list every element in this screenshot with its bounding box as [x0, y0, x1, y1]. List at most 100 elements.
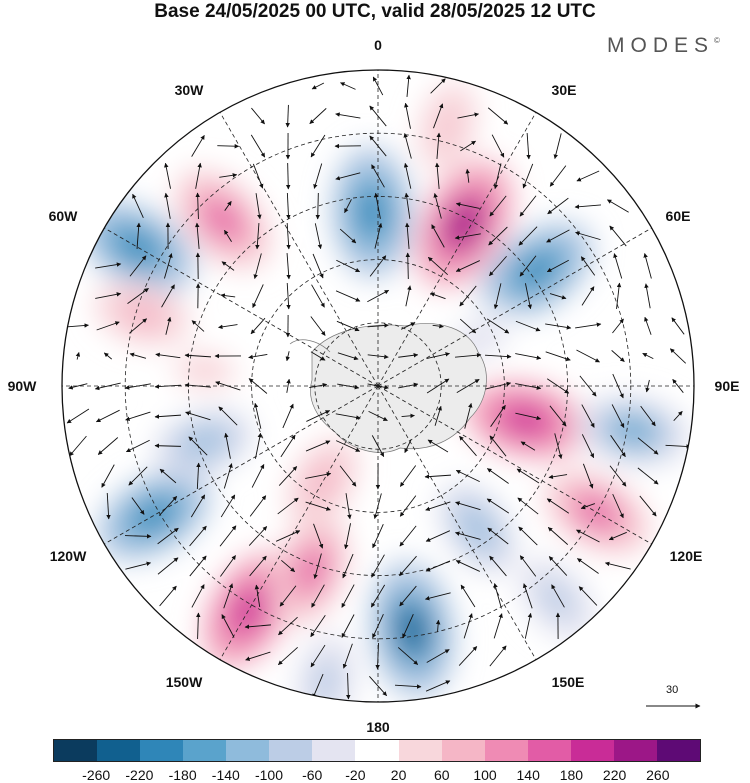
- wind-vector: [490, 404, 506, 427]
- wind-vector: [405, 222, 410, 249]
- wind-vector: [188, 436, 208, 456]
- colorbar-tick-label: 60: [434, 767, 450, 783]
- wind-vector: [645, 379, 650, 393]
- anomaly-blob: [546, 587, 568, 611]
- wind-vector: [128, 466, 148, 486]
- wind-vector: [524, 612, 533, 639]
- wind-vector: [337, 352, 359, 361]
- wind-vector: [581, 434, 595, 459]
- wind-vector: [487, 468, 509, 484]
- wind-vector: [372, 76, 384, 96]
- wind-vector: [397, 647, 419, 665]
- wind-vector: [611, 404, 625, 428]
- anomaly-blob: [450, 206, 479, 243]
- lon-label-0: 0: [374, 37, 382, 53]
- wind-vector: [554, 433, 563, 460]
- wind-vector: [335, 440, 361, 452]
- wind-vector: [403, 133, 412, 159]
- wind-vector: [460, 584, 476, 608]
- wind-vector: [367, 289, 390, 303]
- wind-vector: [405, 285, 412, 307]
- wind-vector: [455, 260, 480, 272]
- wind-vector: [305, 501, 331, 511]
- wind-vector: [191, 320, 205, 332]
- wind-vector: [519, 195, 537, 217]
- wind-vector: [67, 323, 89, 328]
- wind-vector: [335, 413, 361, 420]
- lon-label-150w: 150W: [165, 674, 203, 690]
- wind-vector: [574, 204, 601, 209]
- wind-vector: [579, 375, 597, 397]
- colorbar-tick-label: 140: [516, 767, 540, 783]
- meridian-line: [104, 385, 379, 545]
- wind-vector: [518, 226, 538, 246]
- wind-vector: [455, 531, 481, 540]
- wind-vector: [489, 195, 507, 217]
- colorbar-swatch: [656, 740, 700, 761]
- wind-vector: [546, 378, 570, 394]
- wind-vector: [221, 261, 235, 271]
- colorbar-tick-label: 220: [602, 767, 627, 783]
- wind-vector: [305, 472, 332, 479]
- colorbar-tick-label: -220: [125, 767, 154, 783]
- wind-vector: [220, 293, 236, 298]
- wind-vector: [612, 493, 624, 519]
- wind-vector: [455, 560, 481, 572]
- wind-vector: [637, 467, 659, 485]
- wind-vector: [519, 255, 537, 277]
- wind-vector: [75, 351, 81, 360]
- wind-vector: [340, 82, 356, 90]
- wind-vector: [195, 162, 202, 189]
- wind-vector: [518, 526, 538, 546]
- wind-vector: [404, 192, 411, 219]
- modes-logo: MODES©: [607, 34, 720, 58]
- colorbar-tick-label: 180: [559, 767, 584, 783]
- lon-label-120e: 120E: [669, 548, 703, 564]
- wind-vector: [398, 353, 419, 358]
- wind-vector: [399, 555, 417, 577]
- wind-vector: [195, 192, 200, 220]
- wind-vector: [278, 616, 298, 636]
- wind-vector: [95, 262, 122, 269]
- wind-vector: [515, 412, 542, 421]
- wind-vector: [131, 497, 145, 515]
- wind-vector: [399, 525, 417, 547]
- wind-vector: [372, 523, 384, 549]
- lon-label-60w: 60W: [48, 208, 78, 224]
- colorbar-tick-label: 100: [473, 767, 497, 783]
- lon-label-30w: 30W: [174, 82, 204, 98]
- wind-vector: [575, 231, 601, 241]
- wind-vector: [245, 651, 271, 661]
- wind-vector: [125, 439, 150, 453]
- wind-vector: [305, 440, 331, 452]
- wind-vector: [345, 493, 352, 520]
- wind-vector: [346, 672, 351, 700]
- wind-vector: [335, 290, 361, 302]
- wind-vector: [427, 439, 449, 453]
- wind-vector: [547, 527, 569, 545]
- wind-vector: [435, 619, 441, 632]
- wind-vector: [248, 526, 268, 546]
- wind-vector: [279, 585, 297, 607]
- wind-vector: [315, 192, 321, 220]
- wind-vector: [665, 444, 691, 449]
- wind-vector: [609, 465, 627, 487]
- colorbar-tick-label: -100: [254, 767, 284, 783]
- wind-vector: [406, 74, 411, 97]
- colorbar-tick-label: 20: [390, 767, 407, 783]
- wind-vector: [249, 555, 267, 577]
- wind-vector: [252, 163, 264, 189]
- wind-vector: [286, 222, 291, 250]
- wind-vector: [194, 222, 200, 249]
- wind-vector: [606, 199, 629, 213]
- wind-vector: [277, 497, 299, 515]
- wind-vector: [344, 199, 352, 214]
- wind-vector: [312, 673, 324, 699]
- lon-label-90e: 90E: [714, 378, 740, 394]
- wind-vector: [251, 464, 265, 488]
- wind-vector: [612, 318, 624, 334]
- wind-vector: [580, 256, 596, 276]
- wind-vector: [337, 383, 360, 390]
- wind-vector: [612, 373, 624, 399]
- wind-vector: [464, 402, 473, 429]
